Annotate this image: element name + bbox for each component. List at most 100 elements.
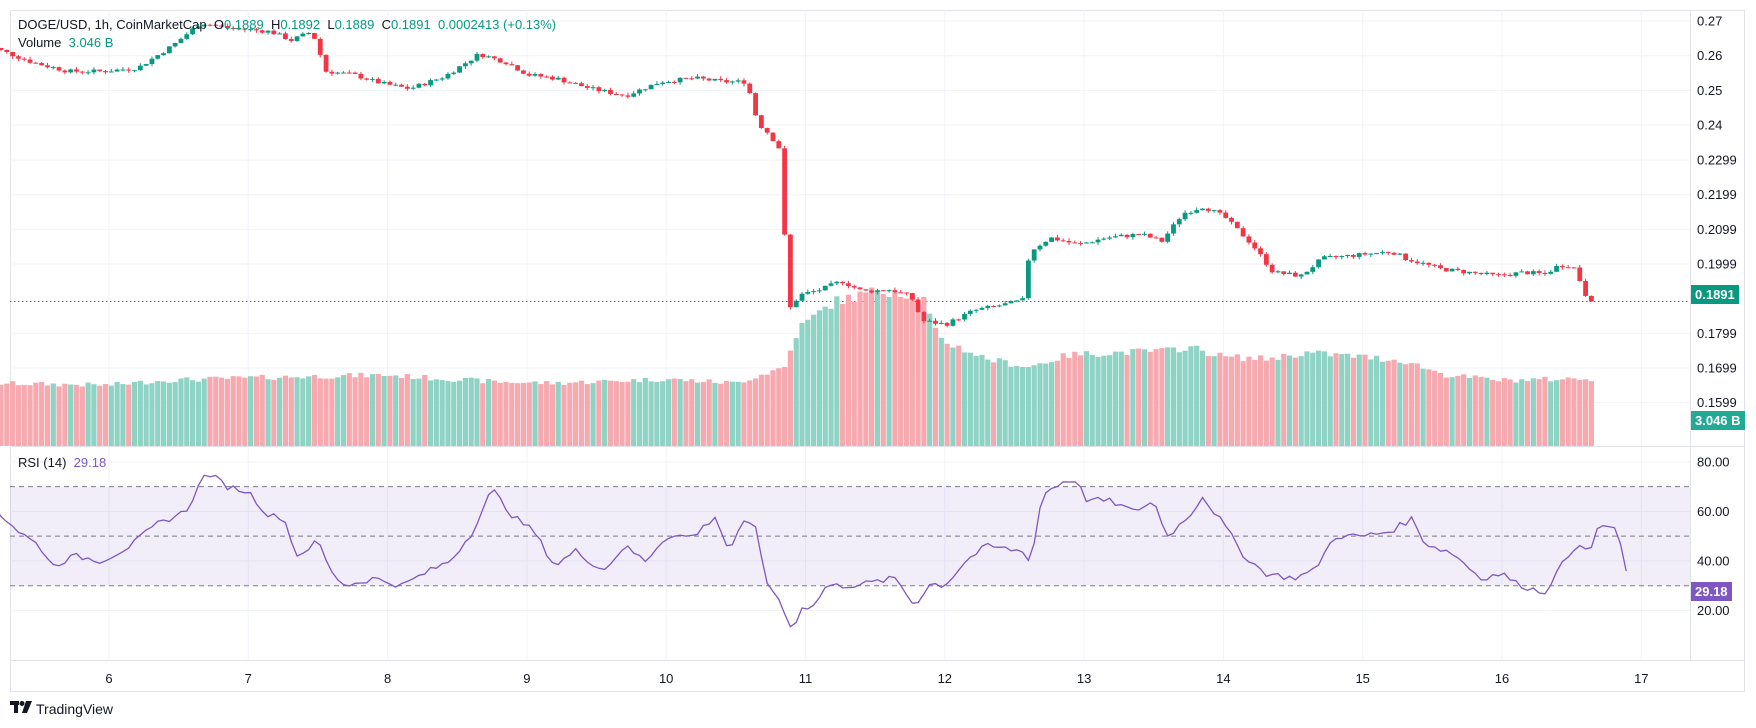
candle-body	[886, 290, 892, 292]
volume-bar	[1553, 380, 1560, 446]
volume-bar	[1130, 349, 1136, 446]
volume-bar	[456, 380, 463, 446]
volume-bar	[990, 362, 997, 446]
candle-body	[741, 80, 747, 84]
volume-bar	[683, 381, 689, 446]
candle-body	[317, 38, 323, 55]
volume-bar	[1124, 355, 1130, 446]
rsi-axis[interactable]: 80.00 60.00 40.00 20.00	[1697, 454, 1730, 618]
time-tick-label: 17	[1634, 671, 1648, 686]
rsi-badge: 29.18	[1691, 582, 1732, 601]
candle-body	[637, 89, 642, 94]
volume-bar	[1310, 352, 1316, 446]
candle-body	[724, 80, 729, 83]
volume-bar	[248, 376, 254, 446]
volume-bar	[944, 343, 950, 446]
candle-body	[393, 84, 399, 86]
volume-bar	[1408, 363, 1415, 446]
candle-body	[567, 82, 573, 84]
candle-body	[526, 73, 532, 76]
volume-bar	[160, 381, 167, 446]
volume-bar	[1147, 351, 1153, 446]
candle-body	[700, 76, 706, 79]
candle-body	[573, 82, 579, 84]
volume-bar	[892, 292, 898, 446]
candle-body	[1362, 253, 1368, 255]
candle-body	[1571, 267, 1577, 269]
candle-body	[555, 77, 561, 80]
volume-bar	[857, 291, 863, 446]
candle-body	[33, 62, 39, 64]
candle-body	[834, 281, 840, 284]
candle-body	[521, 70, 526, 74]
volume-bar	[741, 382, 747, 446]
candle-body	[219, 25, 225, 27]
volume-bar	[195, 381, 201, 446]
volume-bar	[27, 385, 33, 446]
rsi-legend[interactable]: RSI (14) 29.18	[18, 455, 106, 470]
price-axis[interactable]: 0.27 0.26 0.25 0.24 0.2299 0.2199 0.2099 0.1999…	[1697, 14, 1737, 411]
candle-body	[927, 320, 933, 322]
volume-badge: 3.046 B	[1691, 411, 1745, 430]
candle-body	[1014, 300, 1020, 302]
time-tick-label: 6	[105, 671, 112, 686]
volume-bar	[1582, 379, 1589, 446]
volume-bar	[1234, 354, 1240, 446]
candle-body	[294, 36, 300, 41]
symbol-legend[interactable]: DOGE/USD, 1h, CoinMarketCap O0.1889 H0.1…	[18, 17, 556, 32]
volume-bar	[381, 376, 387, 446]
symbol-title[interactable]: DOGE/USD, 1h, CoinMarketCap	[18, 17, 207, 32]
candle-body	[695, 76, 700, 79]
volume-bar	[770, 370, 776, 446]
candle-body	[1385, 252, 1391, 254]
tradingview-logo[interactable]: TradingView	[10, 700, 113, 717]
candle-body	[898, 292, 904, 294]
candle-body	[1031, 249, 1037, 261]
low-label: L	[327, 17, 335, 32]
candle-body	[27, 59, 33, 63]
candle-body	[1066, 240, 1072, 243]
volume-bar	[1223, 356, 1229, 446]
rsi-label: RSI (14)	[18, 455, 67, 470]
volume-bar	[973, 355, 979, 446]
candle-body	[1374, 253, 1380, 255]
candle-body	[242, 28, 248, 30]
candle-body	[155, 55, 161, 59]
candle-body	[1461, 269, 1467, 274]
close-label: C	[381, 17, 391, 32]
candle-body	[195, 26, 201, 29]
candle-body	[561, 77, 567, 83]
volume-bar	[56, 386, 62, 446]
candle-body	[973, 309, 979, 311]
candle-body	[1153, 237, 1159, 239]
volume-bar	[306, 376, 312, 446]
candle-body	[166, 46, 172, 54]
volume-bar	[1333, 353, 1339, 446]
volume-bar	[242, 377, 248, 446]
candle-body	[213, 24, 219, 26]
volume-bar	[665, 379, 672, 446]
volume-bar	[880, 294, 886, 446]
candle-body	[683, 77, 689, 79]
change-value: 0.0002413 (+0.13%)	[437, 17, 557, 32]
candle-body	[956, 319, 962, 321]
candle-body	[666, 81, 671, 83]
volume-bar	[445, 381, 451, 446]
volume-bar	[1356, 354, 1362, 446]
volume-bar	[213, 376, 219, 446]
candle-body	[706, 78, 712, 81]
volume-bar	[967, 352, 973, 446]
volume-legend[interactable]: Volume 3.046 B	[18, 35, 113, 50]
candle-body	[654, 83, 660, 85]
time-axis[interactable]: 6 7 8 9 10 11 12 13 14 15 16 17	[105, 671, 1648, 686]
volume-bar	[1240, 361, 1246, 446]
volume-bar	[1170, 347, 1177, 446]
volume-bar	[1060, 353, 1066, 446]
volume-bar	[1501, 378, 1507, 446]
volume-bar	[1548, 381, 1554, 446]
candle-body	[254, 29, 259, 31]
volume-bar	[996, 358, 1002, 446]
candle-body	[515, 65, 521, 71]
axes	[10, 10, 1745, 661]
